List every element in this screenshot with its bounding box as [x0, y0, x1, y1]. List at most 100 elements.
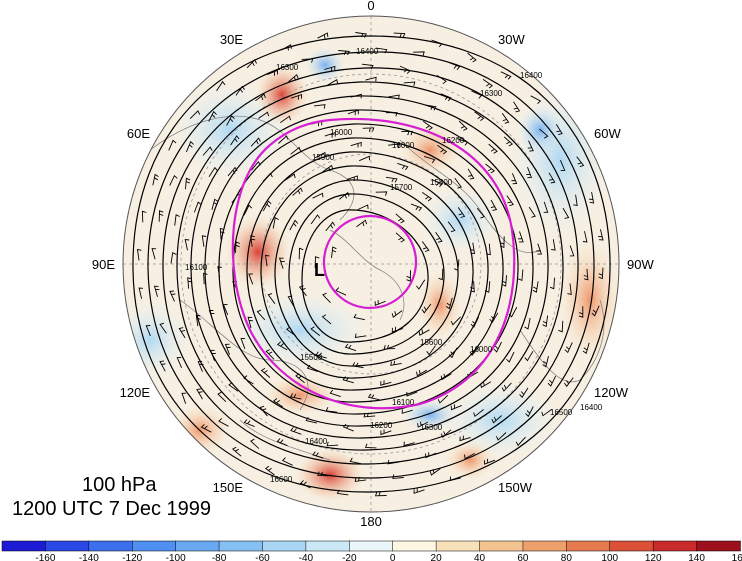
wind-barb: [383, 344, 396, 350]
wind-barb: [501, 382, 512, 392]
wind-barb: [564, 342, 573, 354]
wind-barb: [391, 310, 403, 318]
wind-barb: [542, 355, 549, 368]
wind-barb: [421, 303, 432, 314]
wind-barb: [367, 393, 380, 401]
wind-barb: [327, 78, 339, 86]
lon-label-180: 180: [360, 514, 382, 529]
wind-barb: [403, 441, 415, 447]
colorbar-tick-label: 80: [561, 553, 573, 561]
wind-barb: [201, 235, 207, 247]
colorbar-tick-label: -40: [299, 553, 314, 561]
wind-barb: [454, 177, 462, 189]
wind-barb: [445, 297, 453, 310]
time-caption: 1200 UTC 7 Dec 1999: [12, 498, 212, 520]
wind-barb: [410, 203, 423, 212]
wind-barb: [416, 369, 428, 377]
wind-barb: [356, 219, 368, 228]
wind-barb: [288, 73, 299, 83]
wind-barb: [222, 303, 229, 315]
wind-barb: [363, 412, 376, 418]
wind-barb: [503, 136, 514, 147]
wind-barb: [338, 191, 350, 200]
wind-barb: [305, 416, 318, 424]
wind-barb: [539, 128, 549, 139]
wind-barb: [243, 419, 255, 428]
contour-label: 16400: [305, 437, 328, 446]
wind-barb: [362, 127, 375, 132]
wind-barb: [280, 44, 292, 51]
wind-barb: [524, 318, 531, 330]
wind-barb: [344, 343, 357, 352]
wind-barb: [555, 124, 563, 136]
contour-label: 16500: [550, 408, 573, 417]
wind-barb: [168, 139, 177, 151]
wind-barb: [454, 259, 460, 271]
wind-barb: [354, 476, 367, 482]
colorbar-tick-label: 160: [732, 553, 742, 561]
colorbar-swatch: [696, 540, 741, 552]
wind-barb: [489, 312, 499, 324]
wind-barb: [338, 50, 350, 56]
colorbar-tick-label: -80: [212, 553, 227, 561]
wind-barb: [500, 71, 512, 80]
wind-barb: [285, 326, 296, 337]
colorbar-tick-label: 60: [517, 553, 529, 561]
colorbar-swatch: [305, 540, 351, 552]
colorbar-tick-label: -140: [79, 553, 99, 561]
wind-barb: [513, 101, 521, 113]
wind-barb: [490, 199, 498, 211]
wind-barb: [208, 110, 217, 122]
wind-barb: [322, 164, 334, 173]
wind-barb: [317, 32, 329, 39]
wind-barb: [217, 391, 227, 403]
wind-barb: [189, 110, 201, 120]
wind-barb: [322, 292, 331, 304]
wind-barb: [329, 389, 341, 398]
wind-barb: [250, 438, 260, 449]
wind-barb: [278, 135, 289, 144]
wind-barb: [457, 207, 466, 218]
wind-barb: [349, 457, 362, 465]
wind-barb: [210, 349, 216, 361]
wind-barb: [588, 192, 595, 204]
wind-barb: [256, 309, 266, 321]
wind-barb: [228, 382, 239, 392]
wind-barb: [211, 198, 219, 211]
wind-barb: [380, 380, 392, 386]
wind-barb: [469, 242, 476, 255]
wind-barb: [524, 350, 534, 362]
colorbar-tick-label: 0: [390, 553, 396, 561]
wind-barb: [200, 424, 212, 433]
wind-barb: [559, 160, 566, 172]
wind-barb: [290, 93, 302, 100]
wind-barb: [278, 257, 285, 269]
lon-label-60w: 60W: [594, 126, 621, 141]
wind-barb: [185, 177, 191, 190]
wind-barb: [176, 356, 183, 368]
wind-barb: [464, 453, 476, 460]
wind-barb: [197, 360, 204, 372]
wind-barb: [353, 313, 365, 321]
wind-barb: [169, 174, 178, 186]
wind-barb: [525, 406, 534, 418]
wind-barb: [474, 111, 485, 121]
level-caption: 100 hPa: [82, 474, 157, 496]
wind-barb: [374, 491, 387, 497]
wind-barb: [295, 373, 305, 384]
wind-barb: [591, 305, 600, 317]
wind-barb: [364, 443, 377, 449]
longitude-labels: 0 30W 60W 90W 120W 150W 180 150E 120E 90…: [92, 0, 655, 529]
wind-barb: [310, 214, 321, 225]
wind-barb: [576, 156, 585, 168]
wind-barb: [350, 141, 362, 148]
wind-barb: [458, 120, 468, 131]
wind-barb: [493, 341, 502, 353]
wind-barb: [395, 213, 405, 224]
wind-barb: [195, 314, 201, 327]
wind-barb: [459, 435, 471, 442]
contour-label: 16300: [420, 423, 443, 432]
wind-barb: [467, 168, 475, 180]
wind-barb: [484, 458, 496, 465]
colorbar-tick-label: 40: [474, 553, 486, 561]
